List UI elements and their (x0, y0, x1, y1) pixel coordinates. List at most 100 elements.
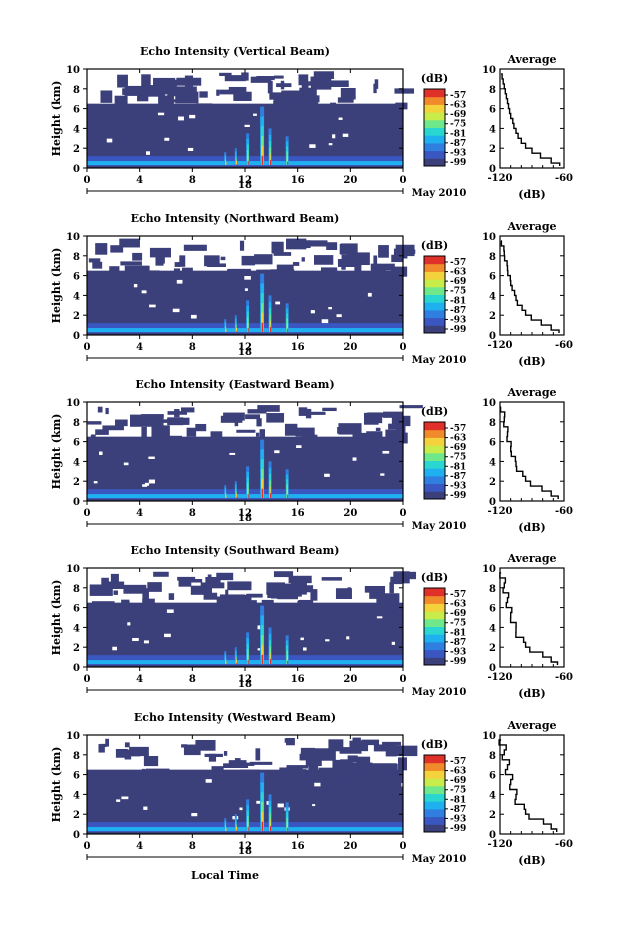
echo-patch (307, 240, 328, 247)
colorbar-segment (424, 641, 445, 651)
echo-patch (397, 249, 416, 254)
echo-gap (401, 783, 408, 787)
convective-plume (286, 489, 288, 499)
y-axis-label: Height (km) (50, 580, 63, 656)
colorbar-segment (424, 801, 445, 810)
convective-plume (236, 497, 238, 499)
colorbar-segment (424, 422, 445, 431)
y-tick-label: 10 (66, 65, 80, 76)
month-label: May 2010 (412, 854, 467, 865)
y-tick-label: 8 (73, 751, 80, 762)
colorbar-segment (424, 634, 445, 643)
colorbar-segment (424, 286, 445, 295)
x-tick-label: 8 (189, 342, 196, 353)
colorbar-segment (424, 294, 445, 303)
echo-gap (149, 304, 156, 308)
colorbar-tick-label: -63 (450, 268, 466, 278)
y-tick-label: 6 (73, 771, 80, 782)
echo-patch (216, 596, 229, 606)
colorbar-unit: (dB) (421, 738, 448, 751)
echo-patch (147, 85, 165, 97)
colorbar-segment (424, 649, 445, 658)
colorbar-frame (423, 754, 446, 833)
echo-gap (376, 616, 383, 619)
colorbar-segment (424, 475, 445, 485)
convective-plume (270, 826, 272, 832)
colorbar-tick-label: -99 (450, 158, 466, 168)
echo-patch (383, 411, 404, 418)
echo-patch (239, 240, 245, 251)
y-tick-label: 6 (73, 604, 80, 615)
echo-patch (356, 756, 371, 766)
colorbar-tick-label: -87 (450, 306, 466, 316)
colorbar-tick-label: -75 (450, 619, 466, 629)
echo-patch (261, 269, 272, 276)
convective-plume (270, 659, 272, 665)
convective-plume (270, 160, 272, 166)
average-x-axis-label: (dB) (518, 188, 545, 201)
echo-patch (245, 414, 261, 420)
echo-patch (337, 97, 354, 103)
average-x-tick-label: -120 (487, 173, 512, 184)
colorbar-segment (424, 468, 445, 477)
x-tick-label: 8 (189, 674, 196, 685)
echo-patch (352, 432, 376, 439)
colorbar-segment (424, 325, 445, 334)
echo-patch (157, 256, 165, 264)
y-tick-label: 8 (73, 584, 80, 595)
average-y-tick-label: 8 (489, 751, 496, 762)
echo-patch (298, 407, 308, 416)
echo-patch (153, 419, 177, 423)
echo-gap (367, 292, 372, 297)
echo-patch (378, 245, 389, 258)
echo-patch (109, 266, 120, 279)
echo-gap (244, 276, 251, 280)
echo-gap (141, 290, 147, 294)
echo-patch (97, 406, 103, 413)
convective-plume (287, 328, 289, 333)
echo-patch (391, 266, 408, 277)
y-axis-label: Height (km) (50, 248, 63, 324)
x-tick-label: 20 (343, 342, 357, 353)
echo-gap (191, 813, 198, 817)
y-tick-label: 2 (73, 810, 80, 821)
y-tick-label: 8 (73, 252, 80, 263)
day-label: 18 (238, 846, 252, 857)
average-x-tick-label: -60 (555, 173, 573, 184)
beam-panel: Echo Intensity (Eastward Beam)0246810Hei… (50, 378, 573, 534)
convective-plume (235, 659, 237, 665)
echo-patch (334, 768, 353, 779)
echo-patch (321, 267, 338, 273)
y-tick-label: 4 (73, 291, 80, 302)
average-y-tick-label: 0 (489, 331, 496, 342)
echo-patch (183, 244, 207, 251)
average-y-tick-label: 2 (489, 810, 496, 821)
convective-plume (247, 161, 249, 166)
echo-patch (121, 599, 130, 611)
echo-gap (324, 473, 330, 477)
average-y-tick-label: 10 (482, 65, 496, 76)
echo-patch (250, 76, 272, 83)
convective-plume (261, 644, 264, 665)
convective-plume (247, 827, 249, 832)
echo-gap (338, 117, 343, 120)
echo-patch (298, 585, 314, 593)
echo-patch (321, 577, 342, 581)
convective-plume (286, 655, 288, 665)
colorbar-tick-label: -81 (450, 795, 466, 805)
echo-gap (172, 308, 180, 313)
echo-patch (141, 768, 146, 780)
echo-patch (228, 760, 247, 765)
convective-plume (235, 327, 237, 333)
boundary-layer (87, 494, 403, 499)
average-y-tick-label: 6 (489, 272, 496, 283)
average-y-tick-label: 0 (489, 663, 496, 674)
echo-patch (389, 582, 394, 594)
echo-patch (306, 81, 316, 86)
echo-patch (179, 255, 186, 267)
echo-patch (129, 746, 149, 757)
average-y-tick-label: 10 (482, 232, 496, 243)
echo-patch (300, 747, 315, 756)
colorbar-segment (424, 150, 445, 159)
